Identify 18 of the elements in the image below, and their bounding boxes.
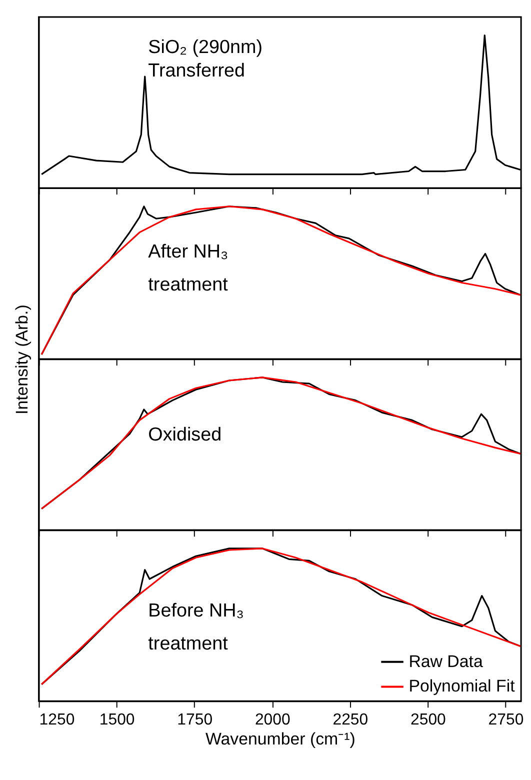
x-tick-label: 2250 — [332, 712, 368, 729]
x-tick-label: 2000 — [254, 712, 290, 729]
legend-label: Raw Data — [408, 652, 484, 671]
annotation: SiO₂ (290nm) — [148, 36, 262, 58]
y-axis-title: Intensity (Arb.) — [12, 304, 32, 415]
legend-label: Polynomial Fit — [408, 676, 516, 696]
x-tick-label: 1250 — [39, 712, 75, 729]
annotation: Before NH₃ — [148, 600, 244, 622]
x-axis-title: Wavenumber (cm⁻¹) — [205, 729, 356, 748]
annotation: Transferred — [148, 60, 246, 82]
annotation: treatment — [148, 633, 229, 654]
annotation: After NH₃ — [148, 242, 228, 263]
x-tick-label: 2750 — [488, 712, 524, 729]
annotation: treatment — [148, 274, 229, 296]
x-tick-label: 1750 — [177, 712, 213, 729]
x-tick-label: 2500 — [410, 712, 446, 729]
x-tick-label: 1500 — [99, 712, 135, 729]
annotation: Oxidised — [148, 424, 222, 446]
